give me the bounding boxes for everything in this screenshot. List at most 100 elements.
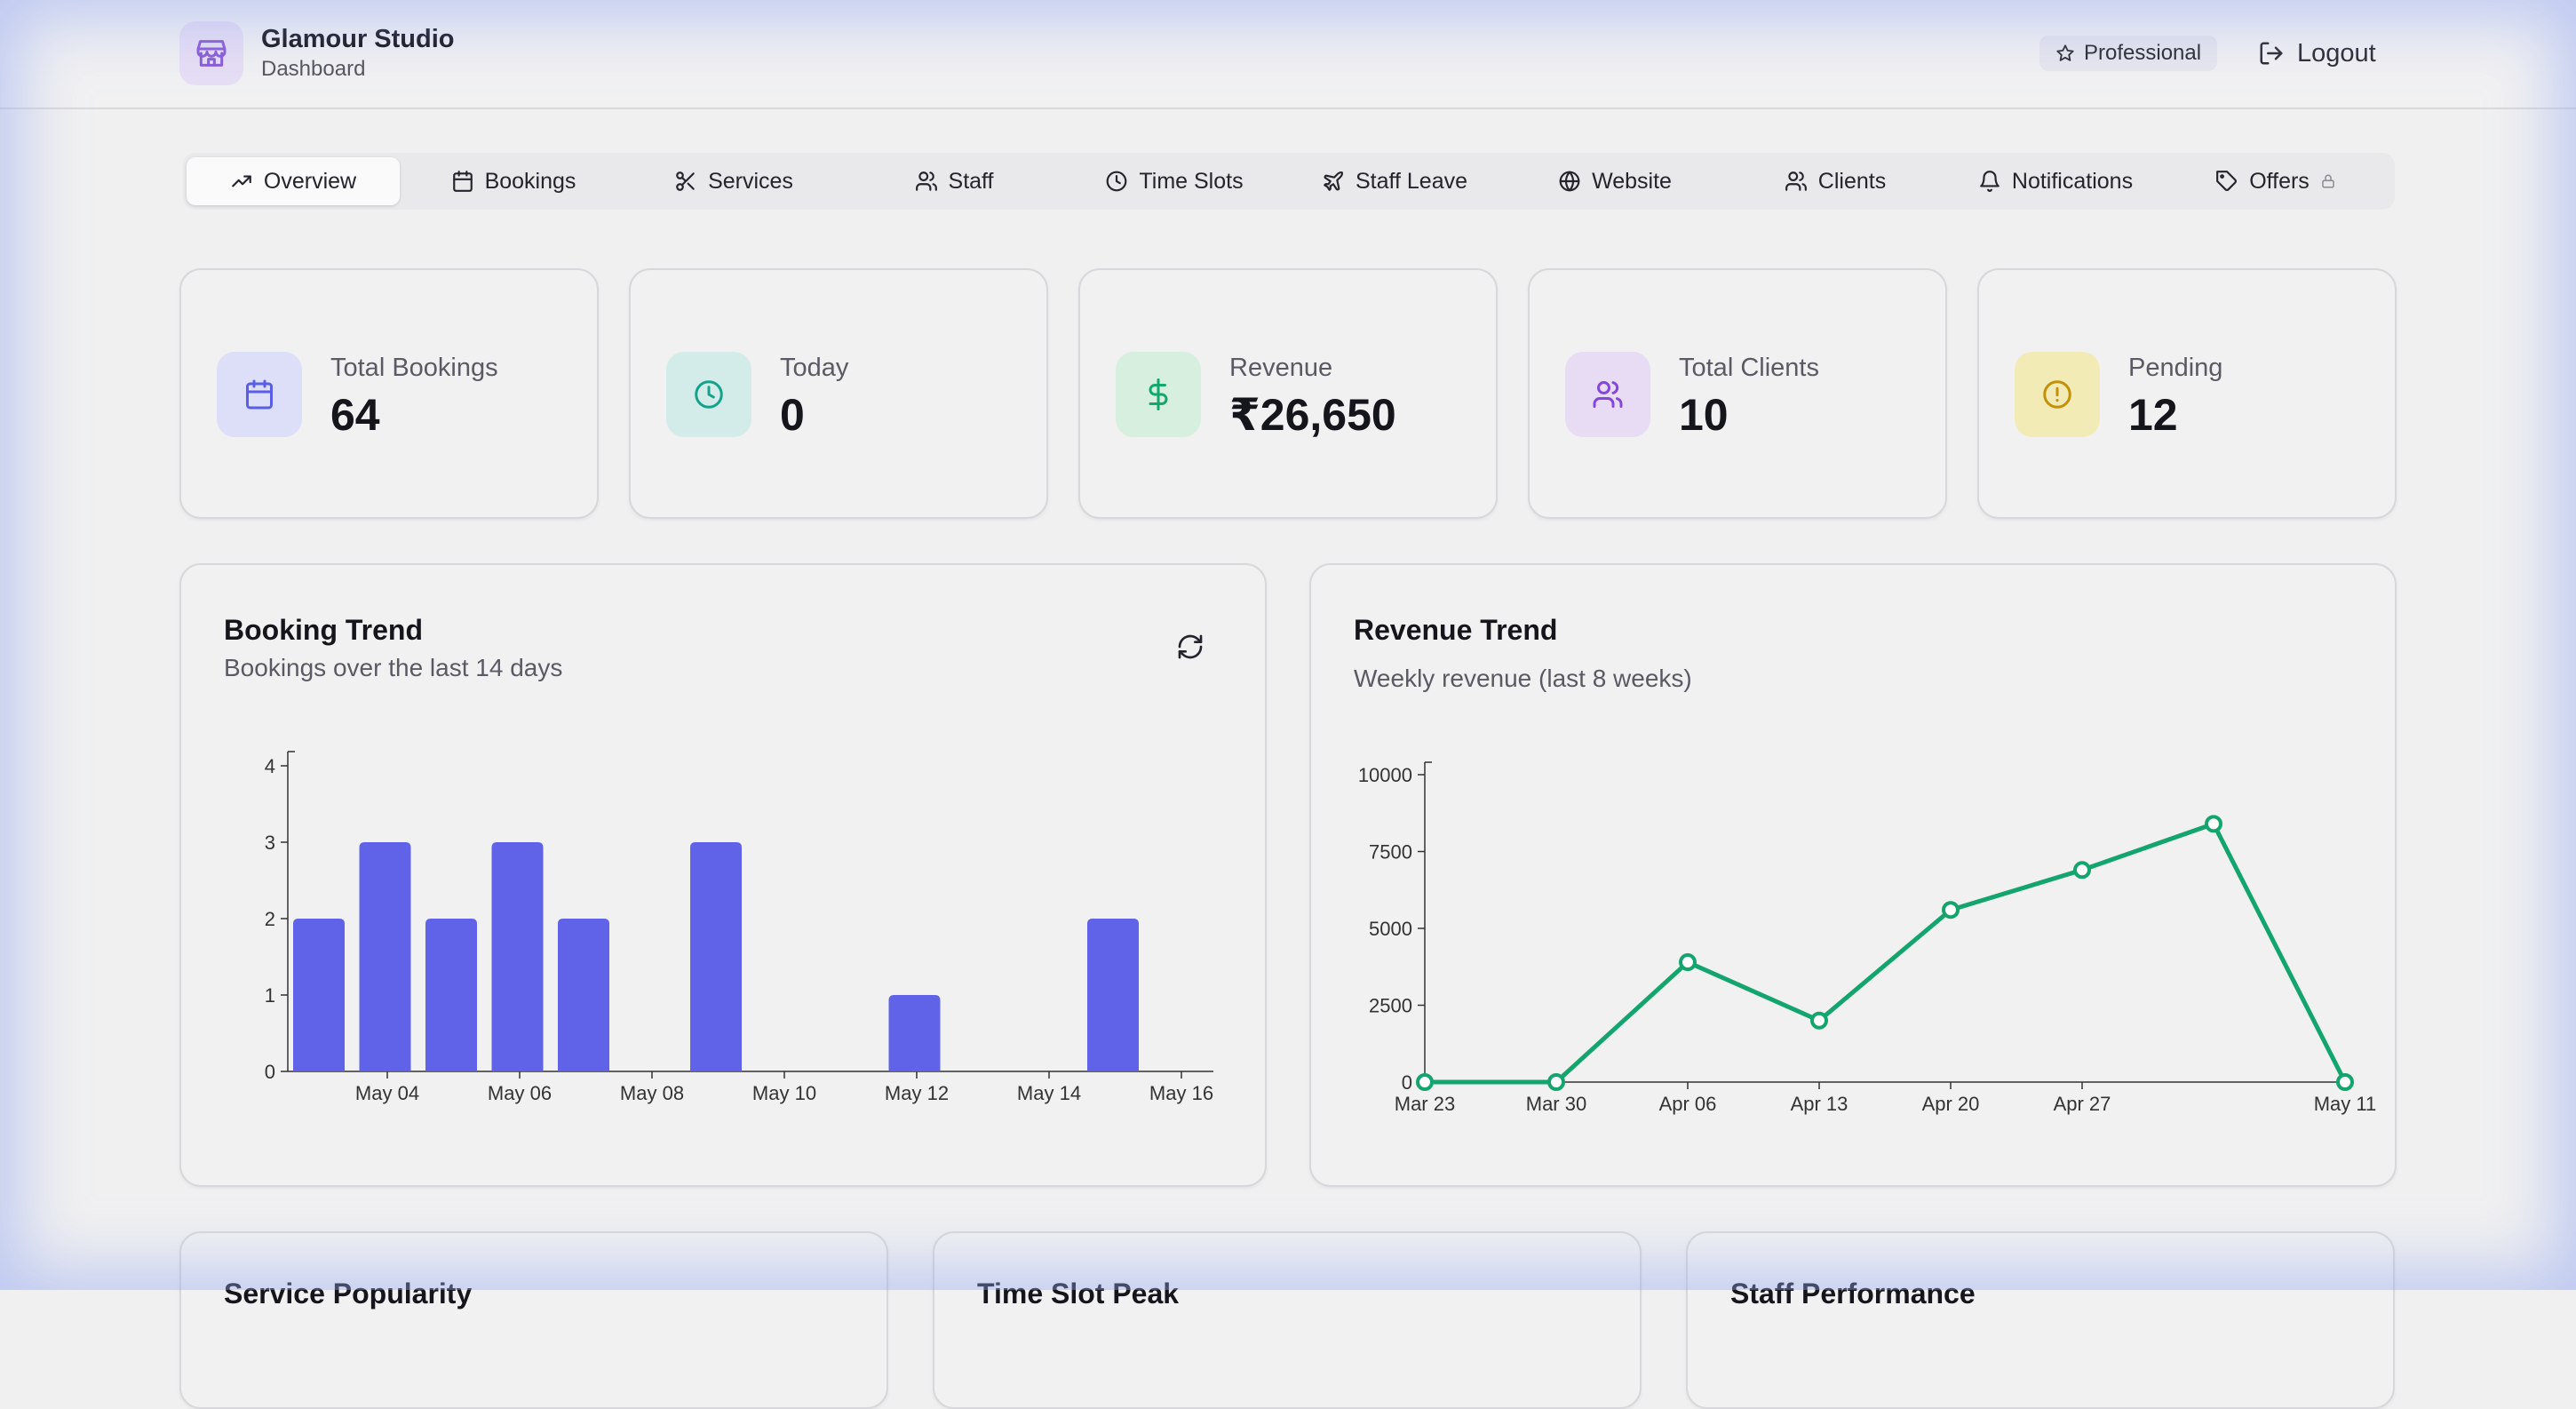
- users-icon: [1785, 171, 1807, 191]
- bar: [888, 995, 941, 1071]
- y-tick-label: 4: [265, 755, 275, 777]
- stat-label: Pending: [2128, 354, 2223, 382]
- stat-card-pending: Pending 12: [1977, 268, 2397, 519]
- dashboard-tabs: Overview Bookings Services Staff Time Sl…: [183, 153, 2395, 210]
- x-tick-label: Apr 06: [1659, 1093, 1717, 1115]
- data-point: [1416, 1073, 1434, 1091]
- bar: [425, 919, 477, 1071]
- users-icon: [915, 171, 937, 191]
- brand-name: Glamour Studio: [261, 25, 455, 53]
- tag-icon: [2216, 171, 2238, 191]
- card-subtitle: Weekly revenue (last 8 weeks): [1354, 665, 1692, 692]
- y-tick-label: 0: [1402, 1071, 1412, 1094]
- tab-staff-leave[interactable]: Staff Leave: [1288, 157, 1501, 205]
- x-tick-label: May 10: [752, 1082, 816, 1104]
- x-tick-label: May 11: [2314, 1093, 2377, 1115]
- app-header: Glamour Studio Dashboard Professional Lo…: [0, 0, 2576, 109]
- stat-value: 0: [780, 390, 805, 440]
- staff-performance-card: Staff Performance: [1686, 1231, 2395, 1409]
- stat-value: 64: [330, 390, 380, 440]
- y-tick-label: 2: [265, 908, 275, 930]
- x-tick-label: Apr 13: [1791, 1093, 1849, 1115]
- data-point: [2073, 861, 2091, 880]
- y-tick-label: 2500: [1369, 995, 1412, 1017]
- x-tick-label: Mar 30: [1526, 1093, 1586, 1115]
- clock-icon: [1107, 171, 1127, 192]
- plan-label: Professional: [2084, 41, 2202, 65]
- bell-icon: [1980, 171, 2000, 192]
- bar: [359, 842, 411, 1071]
- tab-label: Staff: [948, 168, 994, 194]
- globe-icon: [1559, 171, 1580, 192]
- stat-label: Today: [780, 354, 849, 382]
- card-title: Booking Trend: [224, 614, 423, 646]
- revenue-trend-card: Revenue Trend Weekly revenue (last 8 wee…: [1309, 563, 2397, 1187]
- card-title: Staff Performance: [1730, 1278, 1976, 1309]
- tab-label: Staff Leave: [1355, 168, 1468, 194]
- stat-label: Total Clients: [1679, 354, 1819, 382]
- x-tick-label: Apr 20: [1922, 1093, 1980, 1115]
- stat-card-revenue: Revenue ₹26,650: [1078, 268, 1498, 519]
- plan-badge: Professional: [2039, 36, 2218, 71]
- logout-button[interactable]: Logout: [2258, 34, 2376, 73]
- card-subtitle: Bookings over the last 14 days: [224, 654, 563, 681]
- logout-icon: [2260, 42, 2283, 65]
- revenue-trend-chart: 0 2500 5000 7500 10000 Mar 23 Mar 30 Apr 06 Apr …: [1358, 761, 2377, 1115]
- tab-time-slots[interactable]: Time Slots: [1068, 157, 1281, 205]
- tab-staff[interactable]: Staff: [847, 157, 1061, 205]
- y-tick-label: 0: [265, 1061, 275, 1083]
- tab-overview[interactable]: Overview: [187, 157, 400, 205]
- time-slot-card: Time Slot Peak: [933, 1231, 1642, 1409]
- stat-card-today: Today 0: [629, 268, 1048, 519]
- scissors-icon: [676, 171, 695, 191]
- bar: [1087, 919, 1139, 1071]
- bar: [491, 842, 544, 1071]
- revenue-line: [1425, 821, 2348, 1085]
- stat-label: Total Bookings: [330, 354, 498, 382]
- calendar-icon: [452, 171, 473, 192]
- calendar-icon: [217, 352, 302, 437]
- x-tick-label: May 14: [1017, 1082, 1081, 1104]
- y-tick-label: 3: [265, 832, 275, 854]
- refresh-icon: [1178, 634, 1203, 659]
- tab-website[interactable]: Website: [1508, 157, 1721, 205]
- y-tick-label: 7500: [1369, 841, 1412, 864]
- booking-trend-card: Booking Trend Bookings over the last 14 …: [179, 563, 1267, 1187]
- tab-label: Website: [1592, 168, 1672, 194]
- y-tick-label: 5000: [1369, 918, 1412, 940]
- service-popularity-card: Service Popularity: [179, 1231, 888, 1409]
- card-title: Service Popularity: [224, 1278, 473, 1309]
- tab-services[interactable]: Services: [627, 157, 840, 205]
- refresh-button[interactable]: [1171, 627, 1210, 666]
- plane-icon: [1324, 171, 1344, 191]
- x-tick-label: May 06: [488, 1082, 552, 1104]
- data-point: [2205, 815, 2222, 833]
- data-point: [1547, 1073, 1565, 1091]
- x-tick-label: May 04: [355, 1082, 419, 1104]
- users-icon: [1565, 352, 1650, 437]
- x-tick-label: Mar 23: [1395, 1093, 1455, 1115]
- bar: [690, 842, 742, 1071]
- tab-label: Bookings: [484, 168, 576, 194]
- bar: [558, 919, 609, 1071]
- data-point: [1679, 953, 1697, 972]
- bar: [293, 919, 345, 1071]
- data-point: [1810, 1011, 1828, 1030]
- stat-card-total-bookings: Total Bookings 64: [179, 268, 599, 519]
- stat-value: 12: [2128, 390, 2178, 440]
- booking-trend-chart: 0 1 2 3 4 May 04 May 06 May 08 May 10 May 12 May 1…: [265, 751, 1213, 1104]
- tab-label: Services: [708, 168, 793, 194]
- lock-icon: [2322, 174, 2334, 188]
- clock-icon: [666, 352, 751, 437]
- tab-label: Overview: [263, 168, 357, 194]
- star-icon: [2056, 44, 2074, 61]
- tab-notifications[interactable]: Notifications: [1949, 157, 2162, 205]
- trend-up-icon: [232, 175, 251, 187]
- y-tick-label: 10000: [1358, 764, 1412, 786]
- stat-card-total-clients: Total Clients 10: [1528, 268, 1947, 519]
- tab-clients[interactable]: Clients: [1729, 157, 1942, 205]
- tab-label: Notifications: [2011, 168, 2134, 194]
- x-tick-label: May 16: [1149, 1082, 1213, 1104]
- tab-offers[interactable]: Offers: [2169, 157, 2382, 205]
- tab-bookings[interactable]: Bookings: [407, 157, 620, 205]
